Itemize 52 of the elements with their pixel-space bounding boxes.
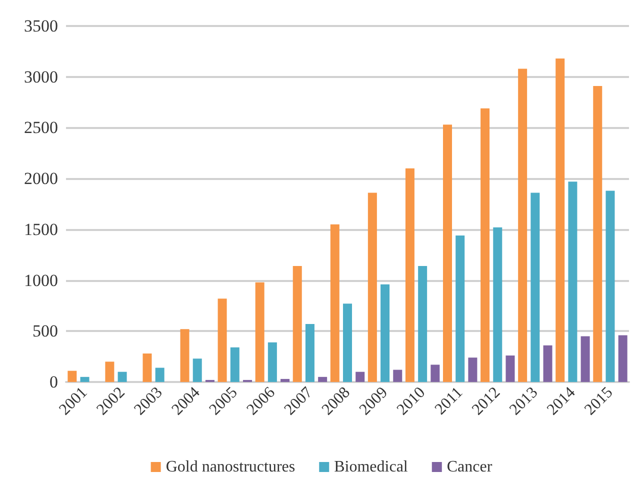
bar — [568, 182, 578, 382]
legend-label: Cancer — [446, 458, 493, 476]
bar — [118, 372, 127, 382]
bar — [468, 358, 478, 382]
bar — [68, 370, 77, 382]
bar — [330, 224, 340, 382]
bar — [518, 68, 528, 382]
bar — [318, 376, 328, 382]
bar — [456, 236, 465, 382]
bar — [292, 266, 302, 382]
bar — [255, 282, 264, 382]
bar — [480, 108, 490, 382]
bar — [393, 370, 402, 382]
legend-label: Gold nanostructures — [166, 458, 296, 476]
y-tick-label: 3000 — [24, 67, 58, 86]
bar — [280, 378, 290, 382]
bar — [493, 227, 502, 382]
bar — [105, 362, 114, 382]
y-tick-label: 1000 — [24, 270, 58, 290]
bar — [543, 345, 552, 382]
bar — [556, 58, 565, 382]
bar — [155, 368, 164, 382]
bar — [80, 376, 90, 382]
bar — [180, 329, 190, 382]
bar — [192, 358, 202, 382]
y-tick-label: 3500 — [24, 16, 58, 36]
bar — [443, 124, 452, 382]
y-tick-label: 0 — [50, 372, 58, 392]
y-tick-label: 2500 — [24, 118, 58, 138]
bar — [506, 356, 515, 382]
y-tick-label: 500 — [32, 322, 58, 341]
bar — [593, 86, 602, 382]
bar — [430, 364, 440, 382]
bar — [418, 266, 428, 382]
bar — [230, 347, 240, 382]
bar — [380, 284, 390, 382]
bar — [268, 342, 277, 382]
bar — [606, 190, 615, 382]
bar — [530, 192, 540, 382]
bar — [142, 354, 152, 382]
bar — [368, 192, 377, 382]
bar — [343, 304, 352, 382]
bar — [618, 335, 628, 382]
x-tick-label: 2011 — [432, 384, 466, 418]
legend-label: Biomedical — [334, 458, 408, 476]
bar — [580, 336, 590, 382]
bar — [356, 372, 365, 382]
bar — [405, 168, 414, 382]
y-tick-label: 2000 — [24, 169, 58, 188]
bar — [218, 298, 227, 382]
bar — [305, 324, 314, 382]
y-tick-label: 1500 — [24, 220, 58, 239]
